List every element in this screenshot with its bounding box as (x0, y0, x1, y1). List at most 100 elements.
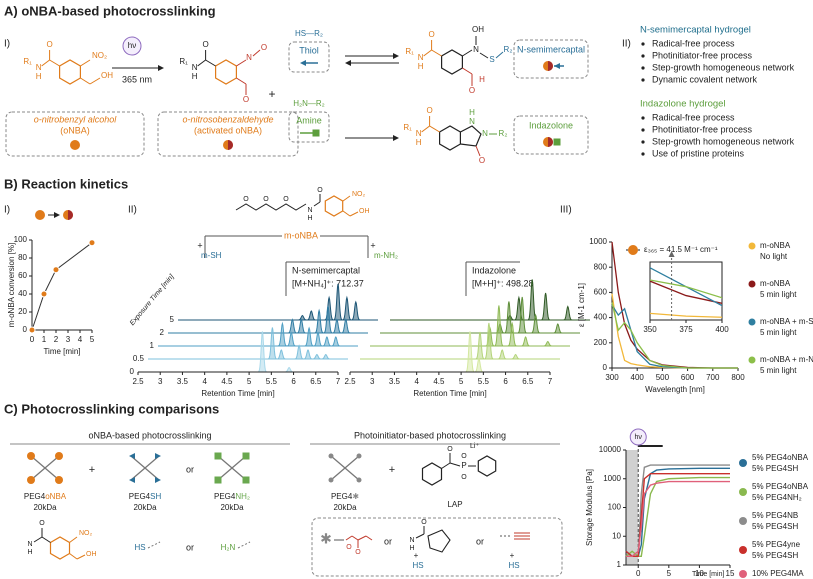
legend-label: 5 min light (760, 290, 797, 299)
atom: H (36, 72, 42, 81)
line (441, 462, 451, 469)
atom: OH (472, 25, 484, 34)
data-point (52, 266, 60, 274)
bond (427, 529, 451, 553)
x-tick-label: 400 (715, 325, 729, 334)
atom: N (246, 53, 252, 62)
label: (activated oNBA) (194, 125, 262, 135)
line (313, 201, 321, 207)
atom: N (192, 63, 198, 72)
x-tick-label: 700 (706, 373, 720, 382)
chromatogram-peak (284, 366, 294, 373)
atom: HS (134, 543, 145, 552)
x-tick-label: 3 (158, 377, 163, 386)
y-tick-label: 800 (594, 262, 608, 271)
box (288, 41, 330, 73)
chromatogram-peak (297, 314, 307, 321)
atom: O (243, 95, 249, 104)
x-tick-label: 0 (636, 569, 641, 578)
exposure-tick-label: 2 (160, 328, 165, 337)
y-tick-label: 40 (18, 289, 27, 298)
atom: O (426, 106, 432, 115)
label: Amine (296, 115, 322, 125)
x-tick-label: 5 (667, 569, 672, 578)
box (513, 115, 589, 155)
x-tick-label: 3.5 (177, 377, 189, 386)
chromatogram-peak (313, 331, 323, 347)
polymer-name: PEG4✱ (331, 492, 359, 501)
line (365, 535, 373, 541)
axis-label: Time [min] (692, 571, 724, 578)
x-tick-label: 7 (336, 377, 341, 386)
x-tick-label: 6.5 (310, 377, 322, 386)
chromatogram-peak (553, 323, 563, 334)
line (69, 553, 78, 560)
y-tick-label: 1000 (589, 237, 607, 246)
chromatogram-peak (475, 331, 485, 360)
polymer-name: PEG4SH (129, 492, 162, 501)
y-tick-label: 1000 (603, 474, 621, 483)
label: N-semimercaptal (517, 44, 585, 54)
chromatogram-peak (303, 349, 313, 360)
icon (55, 476, 63, 484)
chromatogram-peak (306, 310, 316, 321)
chromatogram-peak (333, 283, 343, 321)
legend-label: 5% PEG4SH (752, 522, 798, 531)
polymer-end: ✱ (352, 492, 359, 501)
atom: H (409, 545, 414, 552)
x-tick-label: 600 (681, 373, 695, 382)
section-heading: B) Reaction kinetics (4, 176, 128, 191)
atom: HS (412, 561, 423, 570)
line (421, 125, 430, 133)
list-item: Photinitiator-free process (652, 124, 753, 134)
label: Indazolone (472, 265, 516, 275)
atom: O (283, 196, 289, 203)
line (351, 535, 359, 541)
inset-frame (649, 261, 723, 321)
label: or (186, 464, 194, 474)
panel-label: I) (4, 205, 10, 216)
x-tick-label: 4.5 (221, 377, 233, 386)
box (288, 111, 330, 143)
icon (214, 452, 222, 460)
line (237, 541, 251, 549)
atom: Li⁺ (470, 443, 479, 450)
chromatogram-peak (332, 318, 342, 334)
legend-label: No light (760, 252, 788, 261)
line (33, 536, 43, 543)
x-tick-label: 6 (291, 377, 296, 386)
y-tick-label: 1 (617, 560, 622, 569)
line (357, 535, 367, 541)
chromatogram-peak (304, 326, 314, 347)
atom: O (428, 30, 434, 39)
x-tick-label: 800 (731, 373, 745, 382)
arrow-head (158, 65, 164, 71)
x-tick-label: 5.5 (266, 377, 278, 386)
box (513, 39, 589, 79)
arrow-head (393, 53, 399, 59)
section-heading: C) Photocrosslinking comparisons (4, 401, 219, 416)
axis-label: Wavelength [nm] (645, 385, 705, 394)
chromatogram-peak (497, 349, 507, 360)
polymer-name: PEG4NH₂ (214, 492, 250, 501)
atom: H (469, 108, 475, 117)
bullet (641, 66, 645, 70)
chromatogram-peak (296, 318, 306, 334)
atom: N (418, 53, 424, 62)
y-tick-label: 100 (608, 503, 622, 512)
label: HS—R₂ (295, 29, 323, 38)
star-icon: ✱ (320, 531, 332, 547)
line (431, 49, 442, 57)
arrow-head (129, 477, 135, 483)
light-symbol: hν (635, 434, 643, 441)
y-tick-label: 400 (594, 313, 608, 322)
label: N-semimercaptal (292, 265, 360, 275)
line (415, 533, 425, 539)
compound-name: LAP (447, 500, 462, 509)
subheading: Photoinitiator-based photocrosslinking (354, 430, 506, 440)
icon (629, 428, 647, 446)
box (157, 111, 299, 157)
atom: O (355, 549, 361, 556)
atom: O (461, 453, 467, 460)
line (495, 51, 504, 59)
